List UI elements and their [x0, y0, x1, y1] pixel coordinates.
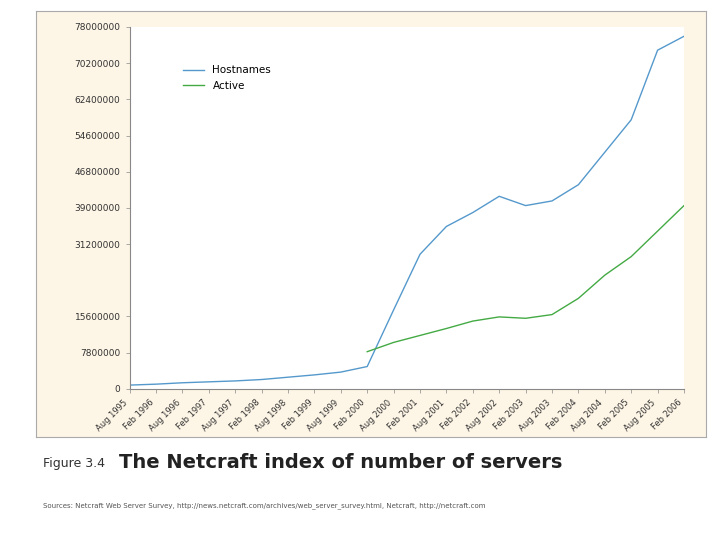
- Active: [442, 325, 451, 332]
- Hostnames: [336, 369, 345, 375]
- Active: [653, 228, 662, 234]
- Legend: Hostnames, Active: Hostnames, Active: [179, 61, 276, 94]
- Active: [548, 312, 557, 318]
- Hostnames: [600, 149, 609, 156]
- Hostnames: [521, 202, 530, 209]
- Hostnames: [627, 117, 636, 123]
- Active: [600, 272, 609, 279]
- Text: Figure 3.4: Figure 3.4: [43, 457, 105, 470]
- Active: [627, 253, 636, 260]
- Hostnames: [469, 210, 477, 216]
- Hostnames: [178, 380, 186, 386]
- Hostnames: [125, 382, 134, 388]
- Hostnames: [284, 374, 292, 381]
- Hostnames: [574, 181, 582, 188]
- Active: [495, 314, 503, 320]
- Active: [574, 295, 582, 301]
- Active: [521, 315, 530, 321]
- Hostnames: [152, 381, 161, 387]
- Active: [680, 202, 688, 209]
- Active: [469, 318, 477, 325]
- Hostnames: [548, 198, 557, 204]
- Hostnames: [653, 47, 662, 53]
- Hostnames: [495, 193, 503, 200]
- Hostnames: [257, 376, 266, 383]
- Hostnames: [442, 223, 451, 230]
- Hostnames: [204, 379, 213, 385]
- Active: [390, 339, 398, 346]
- Hostnames: [680, 33, 688, 39]
- Text: Sources: Netcraft Web Server Survey, http://news.netcraft.com/archives/web_serve: Sources: Netcraft Web Server Survey, htt…: [43, 503, 486, 509]
- Text: The Netcraft index of number of servers: The Netcraft index of number of servers: [119, 453, 562, 472]
- Hostnames: [363, 363, 372, 370]
- Hostnames: [231, 377, 240, 384]
- Line: Hostnames: Hostnames: [130, 36, 684, 385]
- Hostnames: [390, 307, 398, 313]
- Active: [415, 332, 424, 339]
- Line: Active: Active: [367, 206, 684, 352]
- Hostnames: [310, 372, 319, 378]
- Active: [363, 348, 372, 355]
- Hostnames: [415, 251, 424, 258]
